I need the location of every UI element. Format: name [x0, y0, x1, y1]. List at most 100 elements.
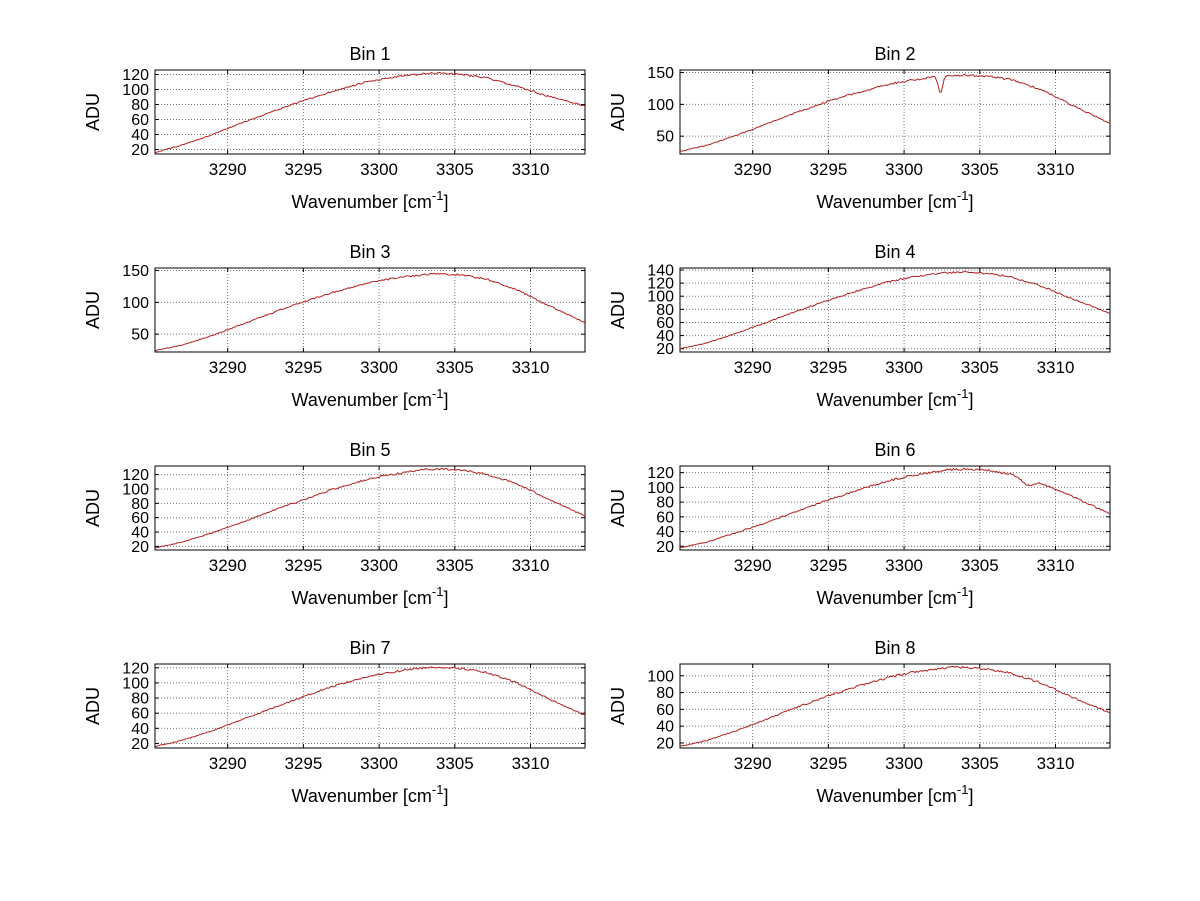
y-tick-label: 120	[122, 467, 149, 484]
x-tick-label: 3300	[360, 358, 398, 377]
y-tick-label: 20	[131, 736, 149, 753]
x-tick-label: 3290	[209, 556, 247, 575]
data-line	[680, 665, 1110, 747]
y-tick-label: 100	[122, 675, 149, 692]
x-tick-label: 3300	[885, 160, 923, 179]
axis-box	[679, 465, 1111, 551]
chart-title: Bin 7	[349, 638, 390, 658]
data-line	[680, 73, 1110, 152]
data-line	[680, 270, 1110, 350]
x-tick-label: 3300	[360, 754, 398, 773]
axis-box	[154, 663, 586, 749]
x-axis-label: Wavenumber [cm-1]	[292, 584, 449, 608]
y-tick-label: 40	[656, 524, 674, 541]
gridlines	[155, 70, 585, 154]
x-tick-label: 3290	[209, 358, 247, 377]
x-tick-label: 3290	[209, 754, 247, 773]
y-tick-label: 100	[647, 289, 674, 306]
gridlines	[155, 268, 585, 352]
chart-title: Bin 1	[349, 44, 390, 64]
x-tick-label: 3295	[284, 358, 322, 377]
x-axis-label: Wavenumber [cm-1]	[817, 386, 974, 410]
subplot-bin-2: 3290 3295 3300 3305 3310 50 100 150 Bin 2 ADU Wave…	[608, 44, 1111, 212]
gridlines	[680, 466, 1110, 550]
chart-title: Bin 4	[874, 242, 915, 262]
x-tick-label: 3295	[809, 556, 847, 575]
y-tick-label: 60	[131, 510, 149, 527]
y-tick-label: 100	[647, 97, 674, 114]
y-tick-label: 60	[131, 112, 149, 129]
x-tick-label: 3300	[885, 556, 923, 575]
gridlines	[155, 466, 585, 550]
tick-marks	[155, 664, 585, 748]
chart-title: Bin 8	[874, 638, 915, 658]
y-axis-label: ADU	[83, 291, 103, 329]
y-tick-label: 20	[656, 341, 674, 358]
y-tick-label: 80	[656, 685, 674, 702]
y-tick-label: 80	[131, 496, 149, 513]
y-tick-label: 150	[647, 65, 674, 82]
chart-title: Bin 5	[349, 440, 390, 460]
y-tick-label: 40	[131, 127, 149, 144]
x-tick-label: 3310	[512, 160, 550, 179]
x-tick-label: 3305	[436, 160, 474, 179]
data-line	[155, 272, 585, 352]
axis-box	[154, 69, 586, 155]
y-axis-label: ADU	[83, 489, 103, 527]
x-tick-label: 3305	[961, 160, 999, 179]
x-tick-label: 3295	[284, 160, 322, 179]
chart-title: Bin 6	[874, 440, 915, 460]
y-tick-label: 60	[656, 702, 674, 719]
y-tick-label: 40	[131, 721, 149, 738]
axis-box	[154, 465, 586, 551]
x-tick-label: 3305	[436, 754, 474, 773]
tick-marks	[155, 70, 585, 154]
y-tick-label: 40	[656, 328, 674, 345]
x-tick-label: 3310	[512, 754, 550, 773]
y-tick-label: 80	[656, 302, 674, 319]
x-axis-label: Wavenumber [cm-1]	[292, 386, 449, 410]
y-tick-label: 100	[647, 668, 674, 685]
x-tick-label: 3290	[734, 160, 772, 179]
y-tick-label: 80	[656, 495, 674, 512]
y-axis-label: ADU	[608, 93, 628, 131]
y-tick-label: 60	[656, 509, 674, 526]
tick-marks	[680, 268, 1110, 352]
y-tick-label: 20	[131, 142, 149, 159]
y-tick-label: 60	[656, 315, 674, 332]
x-tick-label: 3300	[885, 754, 923, 773]
y-tick-label: 120	[647, 276, 674, 293]
tick-marks	[680, 70, 1110, 154]
subplot-bin-3: 3290 3295 3300 3305 3310 50 100 150 Bin 3 ADU Wave…	[83, 242, 586, 410]
x-axis-label: Wavenumber [cm-1]	[817, 584, 974, 608]
x-tick-label: 3300	[360, 556, 398, 575]
data-line	[155, 71, 585, 154]
y-axis-label: ADU	[608, 489, 628, 527]
y-tick-label: 80	[131, 97, 149, 114]
y-tick-label: 40	[656, 719, 674, 736]
x-tick-label: 3290	[209, 160, 247, 179]
tick-marks	[155, 268, 585, 352]
x-tick-label: 3305	[436, 556, 474, 575]
y-tick-label: 50	[131, 327, 149, 344]
x-tick-label: 3295	[809, 358, 847, 377]
chart-title: Bin 3	[349, 242, 390, 262]
y-axis-label: ADU	[608, 687, 628, 725]
axis-box	[679, 267, 1111, 353]
axis-box	[679, 663, 1111, 749]
x-tick-label: 3290	[734, 754, 772, 773]
y-tick-label: 140	[647, 262, 674, 279]
y-tick-label: 100	[122, 295, 149, 312]
x-axis-label: Wavenumber [cm-1]	[292, 782, 449, 806]
tick-marks	[680, 466, 1110, 550]
data-line	[155, 467, 585, 549]
x-tick-label: 3295	[284, 556, 322, 575]
x-tick-label: 3305	[436, 358, 474, 377]
axis-box	[679, 69, 1111, 155]
y-tick-label: 120	[122, 660, 149, 677]
x-tick-label: 3305	[961, 556, 999, 575]
